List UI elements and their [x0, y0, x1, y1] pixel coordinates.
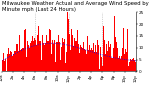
- Text: Milwaukee Weather Actual and Average Wind Speed by Minute mph (Last 24 Hours): Milwaukee Weather Actual and Average Win…: [2, 1, 148, 12]
